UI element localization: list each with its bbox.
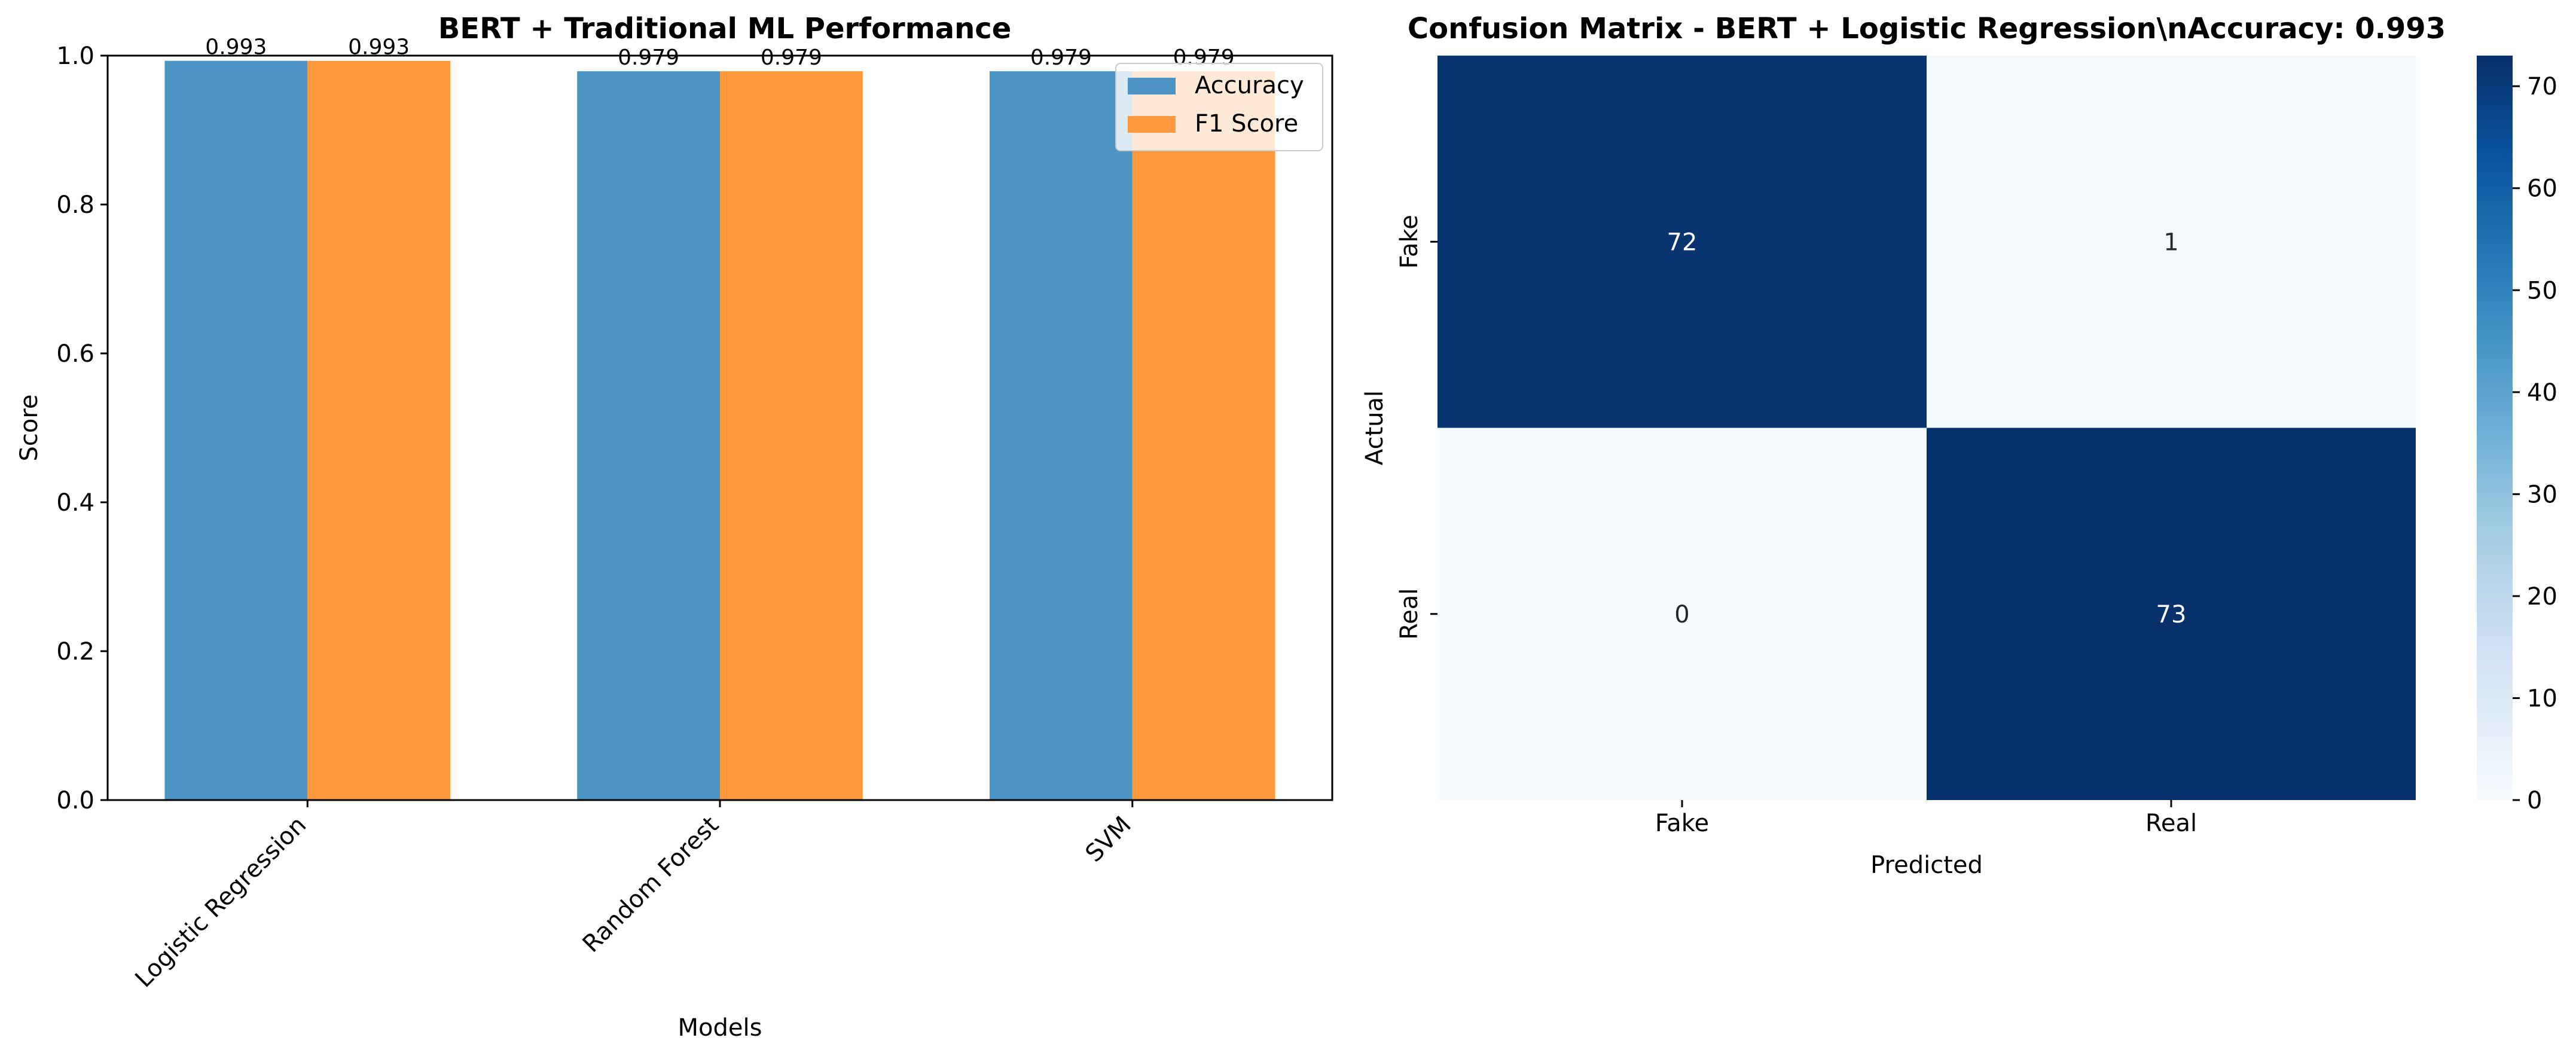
heatmap-cell-value: 72 bbox=[1667, 228, 1698, 256]
legend-label: F1 Score bbox=[1195, 110, 1298, 138]
bar-value-label: 0.979 bbox=[618, 45, 679, 70]
colorbar-tick-label: 40 bbox=[2527, 379, 2557, 407]
bar-accuracy-2 bbox=[989, 71, 1133, 800]
bar-f1-score-0 bbox=[307, 60, 451, 801]
heatmap-cell-1-1 bbox=[1927, 428, 2416, 800]
colorbar-tick-label: 10 bbox=[2527, 685, 2557, 712]
heatmap-cell-value: 1 bbox=[2163, 228, 2178, 256]
x-axis-label: Models bbox=[678, 1014, 762, 1042]
heatmap-cell-value: 73 bbox=[2156, 601, 2187, 628]
heatmap-cell-1-0 bbox=[1437, 428, 1927, 800]
bar-f1-score-1 bbox=[720, 71, 863, 800]
legend: Accuracy F1 Score bbox=[1115, 63, 1323, 151]
y-tick-label: 0.8 bbox=[56, 191, 94, 219]
colorbar-tick-label: 50 bbox=[2527, 277, 2557, 304]
bar-f1-score-2 bbox=[1132, 71, 1275, 800]
heatmap-y-axis-label: Actual bbox=[1361, 390, 1388, 465]
x-tick-label: SVM bbox=[1081, 811, 1137, 868]
colorbar-tick-label: 0 bbox=[2527, 787, 2542, 814]
bar-accuracy-1 bbox=[577, 71, 720, 800]
y-axis-label: Score bbox=[16, 394, 43, 461]
x-tick-label: Random Forest bbox=[578, 811, 724, 958]
chart-title: BERT + Traditional ML Performance bbox=[438, 12, 1012, 45]
heatmap-cell-0-1 bbox=[1927, 56, 2416, 428]
y-tick-label: 0.4 bbox=[56, 489, 94, 517]
bar-chart: 0.993 0.993 0.979 0.979 0.979 0.9790.00.20.40… bbox=[16, 12, 1333, 1042]
y-tick-label: 1.0 bbox=[56, 42, 94, 70]
bar-value-label: 0.979 bbox=[761, 45, 822, 70]
heatmap-x-axis-label: Predicted bbox=[1870, 851, 1983, 879]
y-tick-label: 0.2 bbox=[56, 638, 94, 666]
heatmap-y-tick-label: Fake bbox=[1396, 215, 1423, 268]
colorbar-tick-label: 30 bbox=[2527, 481, 2557, 508]
heatmap-title: Confusion Matrix - BERT + Logistic Regre… bbox=[1408, 12, 2446, 45]
heatmap-y-tick-label: Real bbox=[1396, 588, 1423, 640]
heatmap-cell-0-0 bbox=[1437, 56, 1927, 428]
y-tick-label: 0.0 bbox=[56, 787, 94, 814]
colorbar-tick-label: 70 bbox=[2527, 73, 2557, 100]
colorbar-tick-label: 60 bbox=[2527, 175, 2557, 203]
legend-swatch bbox=[1128, 78, 1176, 94]
y-tick-label: 0.6 bbox=[56, 340, 94, 368]
heatmap-x-tick-label: Real bbox=[2145, 810, 2197, 837]
colorbar bbox=[2477, 56, 2513, 800]
heatmap-x-tick-label: Fake bbox=[1655, 810, 1709, 837]
x-tick-label: Logistic Regression bbox=[130, 811, 312, 993]
bar-accuracy-0 bbox=[164, 60, 308, 801]
heatmap-cell-value: 0 bbox=[1674, 601, 1689, 628]
legend-label: Accuracy bbox=[1195, 72, 1304, 99]
legend-swatch bbox=[1128, 116, 1176, 133]
colorbar-tick-label: 20 bbox=[2527, 583, 2557, 611]
bar-value-label: 0.979 bbox=[1030, 45, 1092, 70]
